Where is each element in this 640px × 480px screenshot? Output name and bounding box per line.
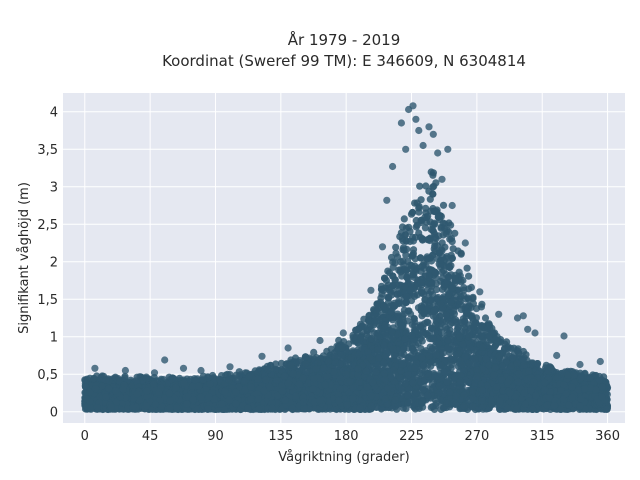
chart-title-line1: År 1979 - 2019 <box>288 30 401 49</box>
data-point <box>481 314 490 322</box>
chart-title-line2: Koordinat (Sweref 99 TM): E 346609, N 63… <box>162 52 526 70</box>
data-point <box>392 243 400 251</box>
data-point <box>463 264 471 272</box>
data-point <box>439 201 448 209</box>
data-point <box>400 215 408 223</box>
data-point <box>421 224 429 232</box>
data-point <box>402 224 410 232</box>
data-point <box>432 286 441 294</box>
data-point <box>467 283 475 291</box>
data-point <box>427 225 435 234</box>
data-point <box>422 182 430 190</box>
data-point <box>430 245 438 253</box>
data-point <box>465 272 473 280</box>
data-points <box>81 102 612 414</box>
data-point <box>392 249 400 257</box>
data-point <box>402 251 410 259</box>
data-point <box>387 253 396 262</box>
data-point <box>415 208 423 216</box>
data-point <box>397 258 405 266</box>
data-point <box>427 168 435 176</box>
